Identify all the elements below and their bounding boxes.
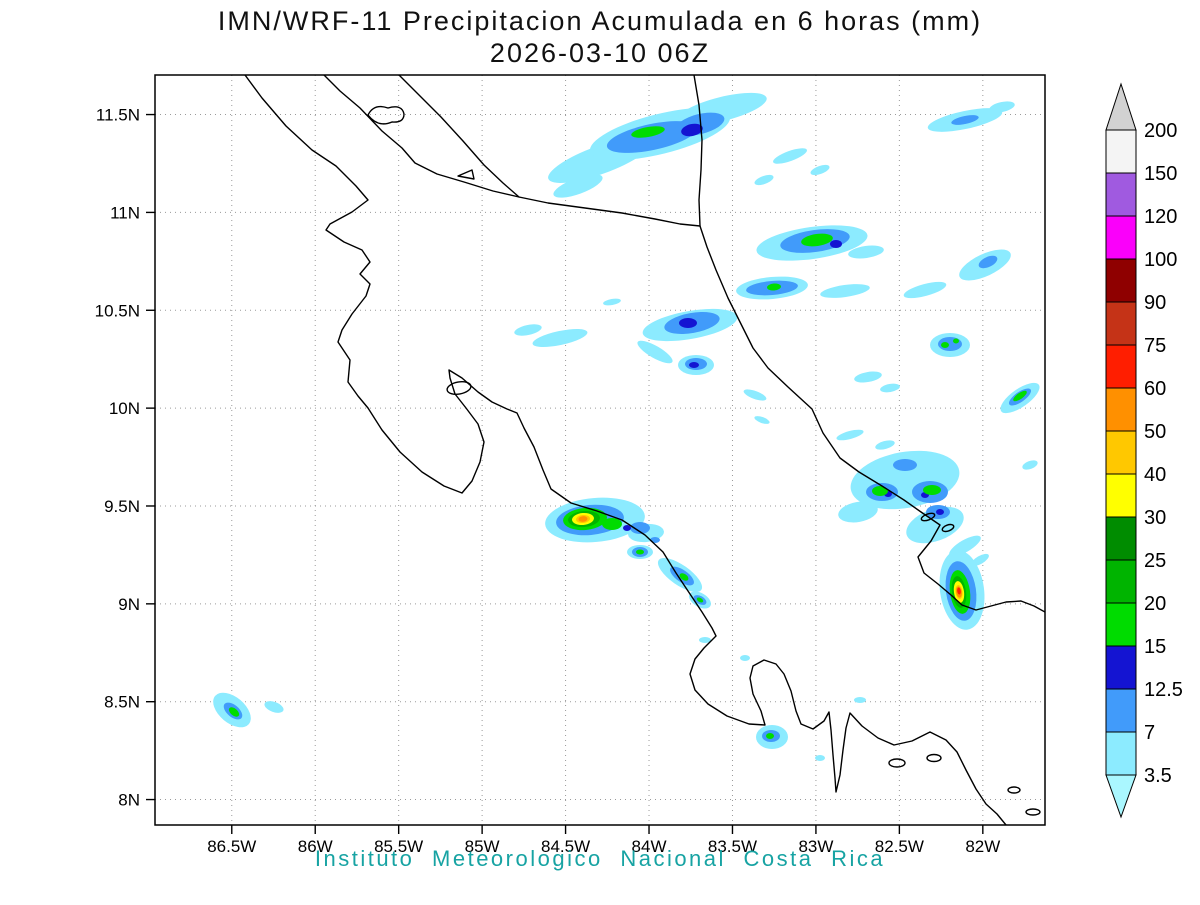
colorbar-segment (1105, 688, 1137, 733)
lon-tick-label: 84W (632, 837, 667, 856)
colorbar-segment (1105, 301, 1137, 346)
colorbar-label: 100 (1144, 249, 1177, 271)
lat-tick-label: 11N (110, 203, 140, 222)
colorbar-label: 7 (1144, 722, 1155, 744)
island (941, 523, 955, 533)
colorbar-segment (1105, 516, 1137, 561)
colorbar-segment (1105, 559, 1137, 604)
solentiname-islet (457, 169, 475, 180)
precipitation-shading (213, 92, 1040, 761)
pacific-coastline (244, 75, 1007, 825)
ometepe-island (367, 105, 405, 125)
precip-layer-15mm (228, 126, 1027, 739)
colorbar-label: 50 (1144, 421, 1166, 443)
caribbean-coastline (693, 75, 1045, 613)
lon-tick-label: 82.5W (875, 837, 924, 856)
colorbar-segment (1105, 344, 1137, 389)
lake-nicaragua-southwest-shore (323, 75, 701, 227)
lon-tick-label: 86.5W (207, 837, 256, 856)
lat-tick-label: 10.5N (95, 301, 140, 320)
lon-tick-label: 85W (465, 837, 500, 856)
island (1025, 808, 1041, 816)
colorbar-segment (1105, 129, 1137, 174)
coastlines (244, 75, 1045, 825)
lon-tick-label: 85.5W (374, 837, 423, 856)
colorbar-label: 12.5 (1144, 679, 1183, 701)
colorbar-label: 3.5 (1144, 765, 1172, 787)
colorbar-label: 15 (1144, 636, 1166, 658)
colorbar-bottom-arrow (1105, 774, 1137, 819)
precip-layer-3p5mm (213, 92, 1040, 761)
colorbar-label: 40 (1144, 464, 1166, 486)
lon-tick-label: 83.5W (708, 837, 757, 856)
lat-tick-label: 10N (109, 399, 140, 418)
colorbar-segment (1105, 473, 1137, 518)
plot-border (154, 74, 1046, 826)
colorbar-label: 75 (1144, 335, 1166, 357)
colorbar-label: 200 (1144, 120, 1177, 142)
lat-tick-label: 9N (118, 595, 140, 614)
map-title: IMN/WRF-11 Precipitacion Acumulada en 6 … (217, 6, 983, 36)
colorbar-segment (1105, 430, 1137, 475)
lon-tick-label: 84.5W (541, 837, 590, 856)
colorbar-segment (1105, 731, 1137, 776)
colorbar-legend: 200 150 120 100 90 75 60 50 40 30 25 20 15 12.5 7 3.5 (1105, 82, 1183, 819)
lat-tick-label: 8.5N (104, 693, 140, 712)
lon-tick-label: 82W (965, 837, 1000, 856)
colorbar-label: 150 (1144, 163, 1177, 185)
lake-nicaragua-northeast-shore (398, 75, 520, 198)
island (920, 512, 936, 522)
colorbar-label: 20 (1144, 593, 1166, 615)
lon-tick-label: 86W (298, 837, 333, 856)
axis-ticks (146, 113, 984, 834)
colorbar-label: 90 (1144, 292, 1166, 314)
precip-layer-7mm (223, 112, 1032, 742)
precip-layer-12p5mm (623, 123, 944, 531)
colorbar-label: 25 (1144, 550, 1166, 572)
colorbar-label: 60 (1144, 378, 1166, 400)
chira-island (446, 381, 472, 395)
lat-tick-label: 8N (118, 791, 140, 810)
colorbar-top-arrow (1105, 82, 1137, 131)
island (1007, 786, 1021, 794)
lon-tick-label: 83W (798, 837, 833, 856)
lat-tick-label: 11.5N (96, 106, 140, 125)
colorbar-segment (1105, 172, 1137, 217)
island (888, 758, 906, 768)
footer-text: Instituto Meteorologico Nacional Costa R… (314, 846, 886, 871)
colorbar-segment (1105, 602, 1137, 647)
map-valid-time: 2026-03-10 06Z (489, 38, 711, 68)
precip-layer-60mm (957, 587, 961, 595)
lat-lon-gridlines (155, 75, 1045, 825)
lat-tick-label: 9.5N (104, 497, 140, 516)
colorbar-segment (1105, 387, 1137, 432)
colorbar-label: 120 (1144, 206, 1177, 228)
colorbar-segment (1105, 645, 1137, 690)
colorbar-label: 30 (1144, 507, 1166, 529)
island (926, 753, 942, 763)
axis-labels: 11.5N 11N 10.5N 10N 9.5N 9N 8.5N 8N 86.5W 86W 85.5… (95, 106, 1001, 856)
colorbar-segment (1105, 258, 1137, 303)
colorbar-segment (1105, 215, 1137, 260)
